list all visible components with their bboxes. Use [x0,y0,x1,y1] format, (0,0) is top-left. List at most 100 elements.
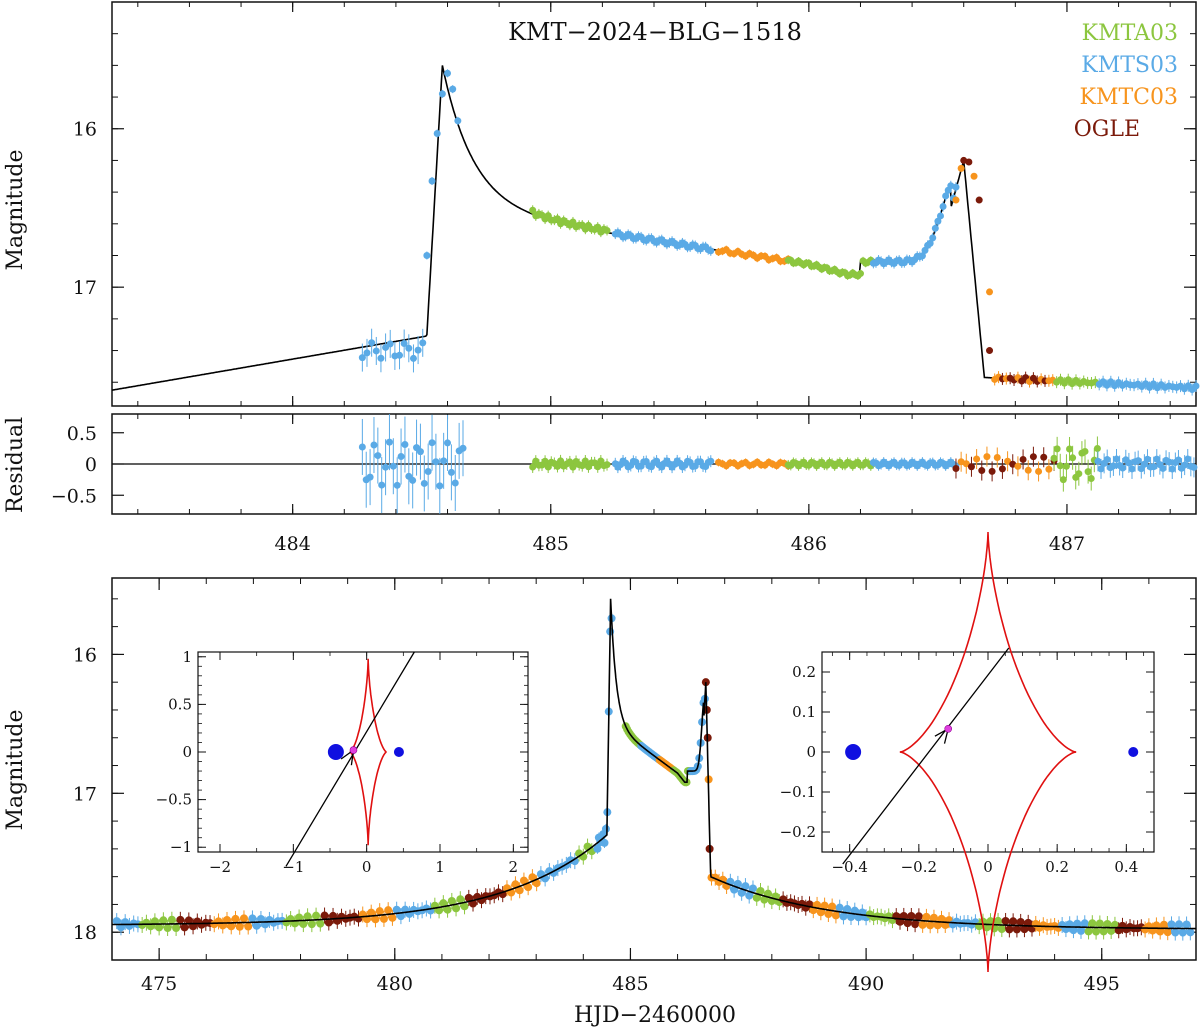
bot-point [380,915,388,923]
x-axis-label: HJD−2460000 [574,1003,736,1028]
res-point [417,448,424,455]
bot-point [1092,928,1100,936]
bot-point [926,921,934,929]
res-point [1166,459,1173,466]
top-point [373,347,380,354]
bot-point [1096,919,1104,927]
top-point [937,212,944,219]
res-point [952,465,959,472]
inset-y-tick-label: 0.1 [792,703,816,721]
bot-point [388,914,396,922]
top-point [363,349,370,356]
res-point [1057,462,1064,469]
top-point [439,90,446,97]
inset-x-tick-label: −1 [282,858,304,876]
top-point [410,355,417,362]
res-point [425,468,432,475]
bot-x-tick-label: 485 [612,973,648,995]
bot-x-tick-label: 495 [1084,973,1120,995]
top-point [965,159,972,166]
bot-point [181,923,189,931]
res-point [1066,445,1073,452]
inset-y-tick-label: −0.5 [156,791,192,809]
bot-x-tick-label: 475 [141,973,177,995]
res-point [448,469,455,476]
res-point [382,464,389,471]
res-y-tick-label: 0.5 [67,423,97,445]
res-point [1181,462,1188,469]
bot-point [1167,920,1175,928]
bot-point [308,920,316,928]
inset-x-tick-label: −2 [209,858,231,876]
top-point [429,178,436,185]
inset-y-tick-label: 1 [182,648,192,666]
res-point [1063,463,1070,470]
top-point [444,70,451,77]
x-tick-label: 485 [533,533,569,555]
res-y-tick-label: 0 [85,454,97,476]
y-tick-label: 17 [73,277,97,299]
top-point [377,355,384,362]
res-point [359,443,366,450]
x-tick-label: 484 [275,533,311,555]
top-point [857,270,864,277]
res-point [1190,464,1197,471]
bot-point [1081,919,1089,927]
res-point [999,465,1006,472]
res-point [390,463,397,470]
top-point [415,347,422,354]
res-point [1051,455,1058,462]
bot-point [244,923,252,931]
inset-x-tick-label: −0.2 [901,858,937,876]
res-point [707,458,714,465]
inset-y-tick-label: −0.2 [780,823,816,841]
inset-x-tick-label: −0.4 [831,858,867,876]
top-point [707,247,714,254]
res-point [401,441,408,448]
res-point [1150,463,1157,470]
top-point [940,203,947,210]
bot-point [376,907,384,915]
res-point [994,454,1001,461]
top-point [419,339,426,346]
inset-y-tick-label: −1 [170,838,192,856]
res-point [1125,459,1132,466]
bot-point [994,917,1002,925]
res-point [1085,468,1092,475]
residual-y-axis-label: Residual [3,417,28,513]
res-point [386,439,393,446]
bot-point [248,914,256,922]
bot-point [1002,917,1010,925]
top-point [387,340,394,347]
res-point [1175,457,1182,464]
res-point [1184,456,1191,463]
top-point [986,347,993,354]
res-point [1094,445,1101,452]
chart-title: KMT−2024−BLG−1518 [508,18,802,46]
inset-x-tick-label: 2 [509,858,519,876]
res-point [1082,448,1089,455]
res-point [440,457,447,464]
res-point [1135,457,1142,464]
inset-x-tick-label: 1 [435,858,445,876]
top-point [405,345,412,352]
bot-point [231,915,239,923]
res-point [1128,465,1135,472]
inset-left: −2 −1 0 1 2 1 0.5 0 −0.5 −1 [156,648,528,876]
bot-point [919,921,927,929]
bot-point [172,924,180,932]
model-curve-top [112,65,1195,390]
bot-x-tick-label: 490 [848,973,884,995]
bot-point [907,912,915,920]
top-panel: 1617 [73,2,1200,514]
res-point [1159,465,1166,472]
inset-y-tick-label: −0.1 [780,783,816,801]
res-point [378,482,385,489]
bot-point [236,923,244,931]
top-panel-frame [112,2,1196,406]
top-point [454,117,461,124]
bot-point [828,903,836,911]
res-point [983,453,990,460]
bot-point [164,924,172,932]
